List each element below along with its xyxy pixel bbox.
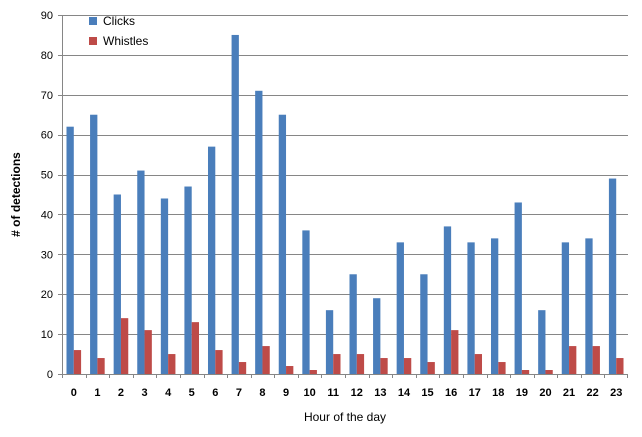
x-tick-label: 8	[259, 387, 265, 399]
bar-whistles	[309, 370, 317, 374]
x-tick-label: 11	[327, 387, 339, 399]
y-tick-label: 40	[41, 209, 53, 221]
y-tick-label: 10	[41, 329, 53, 341]
y-tick-label: 70	[41, 90, 53, 102]
x-tick-label: 14	[398, 387, 411, 399]
bar-clicks	[514, 202, 522, 374]
bar-clicks	[561, 242, 570, 374]
bar-clicks	[349, 274, 357, 374]
y-tick-labels: 0 10 20 30 40 50 60 70 80 90	[41, 10, 62, 381]
y-tick-label: 0	[47, 369, 53, 381]
bar-clicks	[137, 170, 145, 374]
bar-clicks	[538, 310, 546, 374]
bar-clicks	[302, 230, 310, 374]
bar-whistles	[427, 362, 435, 374]
x-tick-label: 9	[283, 387, 289, 399]
bar-clicks	[207, 146, 216, 374]
bar-clicks	[420, 274, 428, 374]
y-tick-label: 20	[41, 289, 53, 301]
bar-clicks	[467, 242, 475, 374]
bar-whistles	[521, 370, 530, 374]
x-tick-label: 2	[118, 387, 124, 399]
legend-label: Clicks	[103, 14, 135, 28]
bar-whistles	[569, 346, 577, 374]
x-tick-label: 19	[516, 387, 528, 399]
x-tick-label: 3	[141, 387, 147, 399]
bar-whistles	[592, 346, 600, 374]
bar-clicks	[325, 310, 334, 374]
x-tick-label: 10	[304, 387, 316, 399]
bar-whistles	[73, 350, 82, 374]
bar-whistles	[168, 354, 176, 374]
bar-whistles	[120, 318, 129, 374]
x-tick-label: 15	[421, 387, 433, 399]
x-tick-label: 5	[189, 387, 195, 399]
bar-clicks	[278, 114, 287, 374]
y-tick-label: 60	[41, 130, 53, 142]
bar-whistles	[286, 366, 294, 374]
bar-clicks	[66, 126, 74, 374]
bar-whistles	[545, 370, 553, 374]
bar-whistles	[498, 362, 506, 374]
bar-whistles	[191, 322, 200, 374]
x-tick-label: 4	[165, 387, 172, 399]
x-tick-label: 12	[351, 387, 363, 399]
bar-whistles	[474, 354, 483, 374]
x-tick-labels: 0 1 2 3 4 5 6 7 8 9 10 11 12 13 14 15 16 17 18 19 20 21 22 23	[62, 374, 628, 399]
legend: Clicks Whistles	[89, 14, 148, 48]
bar-whistles	[97, 358, 105, 374]
bars	[66, 34, 624, 375]
legend-swatch	[89, 37, 97, 45]
y-tick-label: 50	[41, 170, 53, 182]
bar-whistles	[616, 358, 624, 374]
bar-whistles	[238, 362, 247, 374]
y-axis-title: # of detections	[9, 152, 23, 237]
bar-clicks	[396, 242, 404, 374]
x-tick-label: 17	[469, 387, 481, 399]
legend-label: Whistles	[103, 34, 148, 48]
y-tick-label: 80	[41, 50, 53, 62]
y-tick-label: 30	[41, 249, 53, 261]
bar-clicks	[490, 238, 499, 374]
bar-clicks	[231, 34, 239, 374]
x-tick-label: 7	[236, 387, 242, 399]
bar-clicks	[373, 298, 381, 374]
bar-clicks	[90, 114, 98, 374]
x-axis-title: Hour of the day	[304, 410, 386, 424]
bar-clicks	[608, 178, 617, 374]
bar-whistles	[380, 358, 388, 374]
x-tick-label: 16	[445, 387, 457, 399]
x-tick-label: 22	[587, 387, 599, 399]
x-tick-label: 1	[94, 387, 100, 399]
x-tick-label: 0	[71, 387, 77, 399]
bar-clicks	[113, 194, 121, 374]
bar-whistles	[451, 330, 459, 374]
bar-clicks	[255, 90, 263, 375]
x-tick-label: 20	[539, 387, 551, 399]
bar-whistles	[403, 358, 412, 374]
x-tick-label: 21	[563, 387, 575, 399]
legend-swatch	[89, 17, 97, 25]
x-tick-label: 23	[610, 387, 622, 399]
bar-whistles	[215, 350, 223, 374]
bar-whistles	[144, 330, 152, 374]
y-tick-label: 90	[41, 10, 53, 22]
bar-clicks	[443, 226, 452, 374]
bar-clicks	[160, 198, 169, 374]
bar-whistles	[356, 354, 365, 374]
bar-whistles	[333, 354, 341, 374]
bar-whistles	[262, 346, 270, 374]
bar-clicks	[184, 186, 192, 374]
bar-clicks	[585, 238, 593, 374]
x-tick-label: 6	[212, 387, 218, 399]
x-tick-label: 18	[492, 387, 504, 399]
x-tick-label: 13	[374, 387, 386, 399]
gridlines	[62, 15, 628, 335]
